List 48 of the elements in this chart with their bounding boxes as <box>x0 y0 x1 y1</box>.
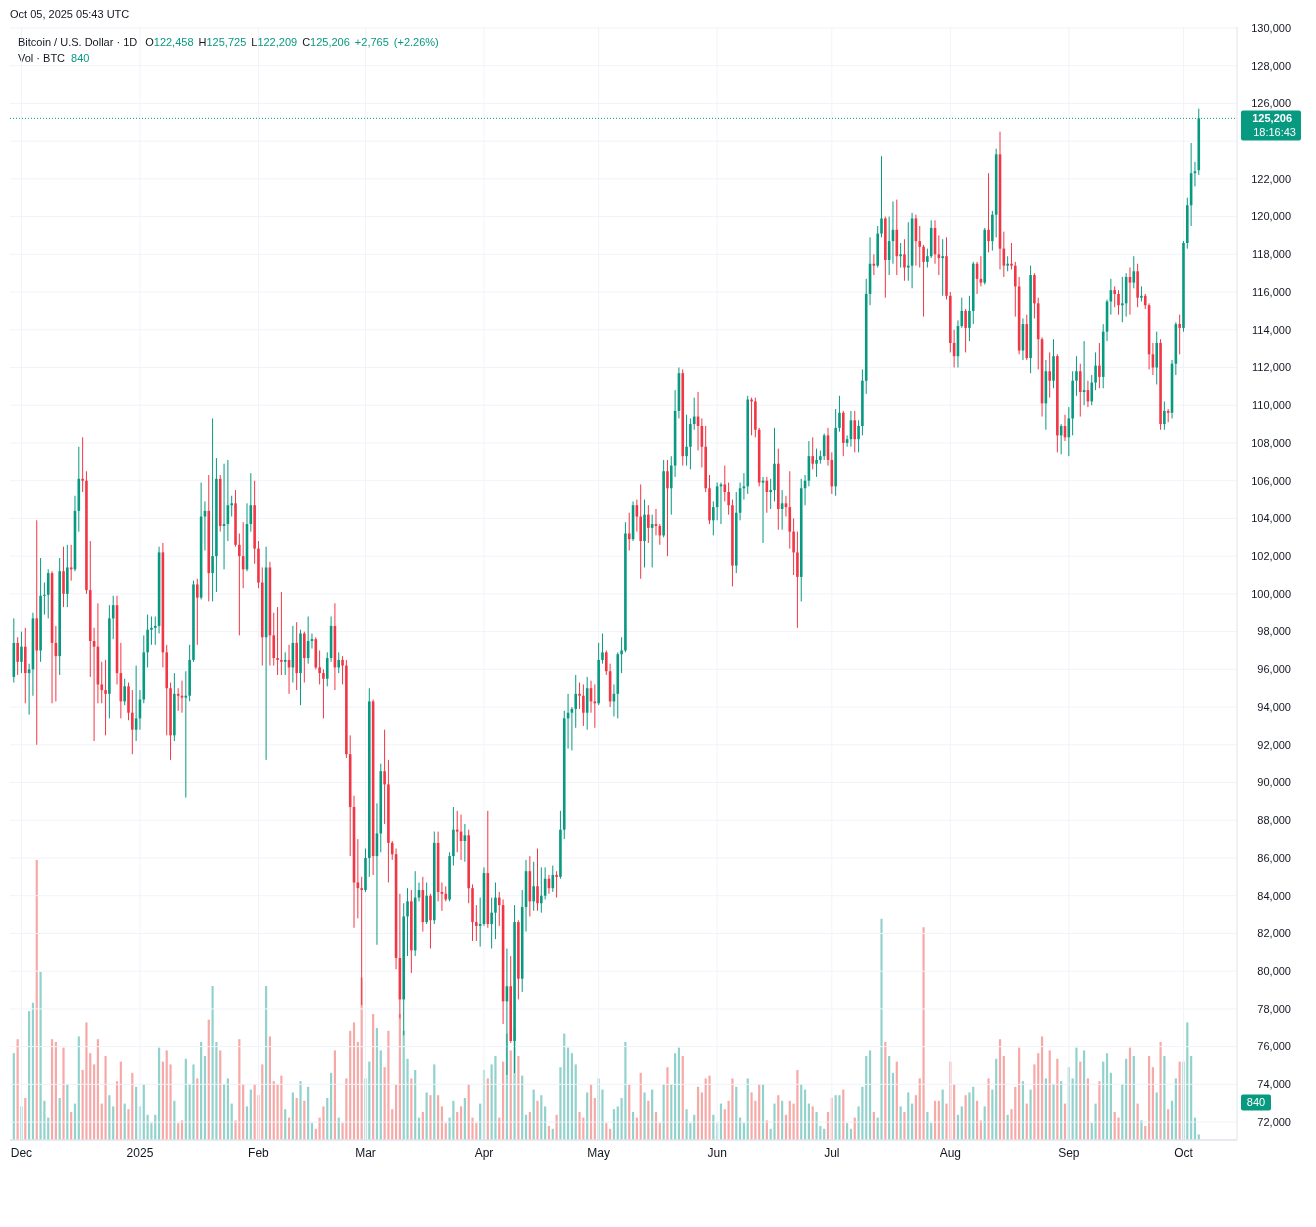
text: 840 <box>71 52 90 64</box>
text: 840 <box>1246 1096 1266 1109</box>
y-tick-label: 122,000 <box>1251 172 1291 185</box>
y-tick-label: 102,000 <box>1251 550 1291 562</box>
y-tick-label: 114,000 <box>1252 323 1291 336</box>
y-tick-label: 126,000 <box>1251 97 1291 110</box>
y-tick-label: 128,000 <box>1251 59 1291 72</box>
y-tick-label: 82,000 <box>1257 927 1291 940</box>
x-tick-label: Sep <box>1058 1146 1080 1160</box>
y-tick-label: 94,000 <box>1257 700 1291 713</box>
y-tick-label: 104,000 <box>1251 512 1291 525</box>
y-tick-label: 78,000 <box>1257 1002 1291 1015</box>
y-tick-label: 84,000 <box>1257 889 1291 902</box>
y-tick-label: 100,000 <box>1251 587 1291 600</box>
x-tick-label: Dec <box>10 1146 33 1160</box>
y-tick-label: 74,000 <box>1257 1078 1291 1091</box>
y-tick-label: 120,000 <box>1251 210 1291 223</box>
x-tick-label: Mar <box>355 1146 376 1160</box>
y-tick-label: 110,000 <box>1252 399 1291 412</box>
ref-line-label: 125,206 <box>1252 112 1292 125</box>
text: Bitcoin / U.S. Dollar · 1D <box>18 36 138 48</box>
y-tick-label: 108,000 <box>1251 436 1291 449</box>
y-tick-label: 80,000 <box>1257 965 1291 978</box>
x-tick-label: Oct <box>1174 1146 1194 1160</box>
y-tick-label: 96,000 <box>1257 663 1291 676</box>
y-tick-label: 76,000 <box>1257 1040 1291 1053</box>
y-tick-label: 72,000 <box>1257 1115 1291 1128</box>
y-tick-label: 106,000 <box>1251 474 1291 487</box>
y-tick-label: 88,000 <box>1257 814 1291 827</box>
x-tick-label: Apr <box>474 1146 494 1160</box>
y-tick-label: 86,000 <box>1257 851 1291 864</box>
x-tick-label: May <box>587 1146 610 1160</box>
y-tick-label: 92,000 <box>1257 738 1291 751</box>
text: O122,458 H125,725 L122,209 C125,206 +2,765 (+2.26%) <box>145 36 439 48</box>
x-tick-label: Feb <box>248 1146 270 1160</box>
x-tick-label: 2025 <box>126 1146 154 1160</box>
x-tick-label: Jul <box>824 1146 840 1160</box>
x-tick-label: Aug <box>939 1146 961 1160</box>
text: Oct 05, 2025 05:43 UTC <box>10 8 130 20</box>
y-tick-label: 130,000 <box>1251 21 1291 34</box>
y-tick-label: 116,000 <box>1252 285 1291 298</box>
y-tick-label: 98,000 <box>1257 625 1291 638</box>
y-tick-label: 90,000 <box>1257 776 1291 789</box>
chart-title: Vol · BTC <box>18 52 66 64</box>
y-tick-label: 112,000 <box>1252 361 1291 374</box>
y-tick-label: 118,000 <box>1252 248 1291 261</box>
x-tick-label: Jun <box>707 1146 727 1160</box>
text: 18:16:43 <box>1253 126 1296 139</box>
